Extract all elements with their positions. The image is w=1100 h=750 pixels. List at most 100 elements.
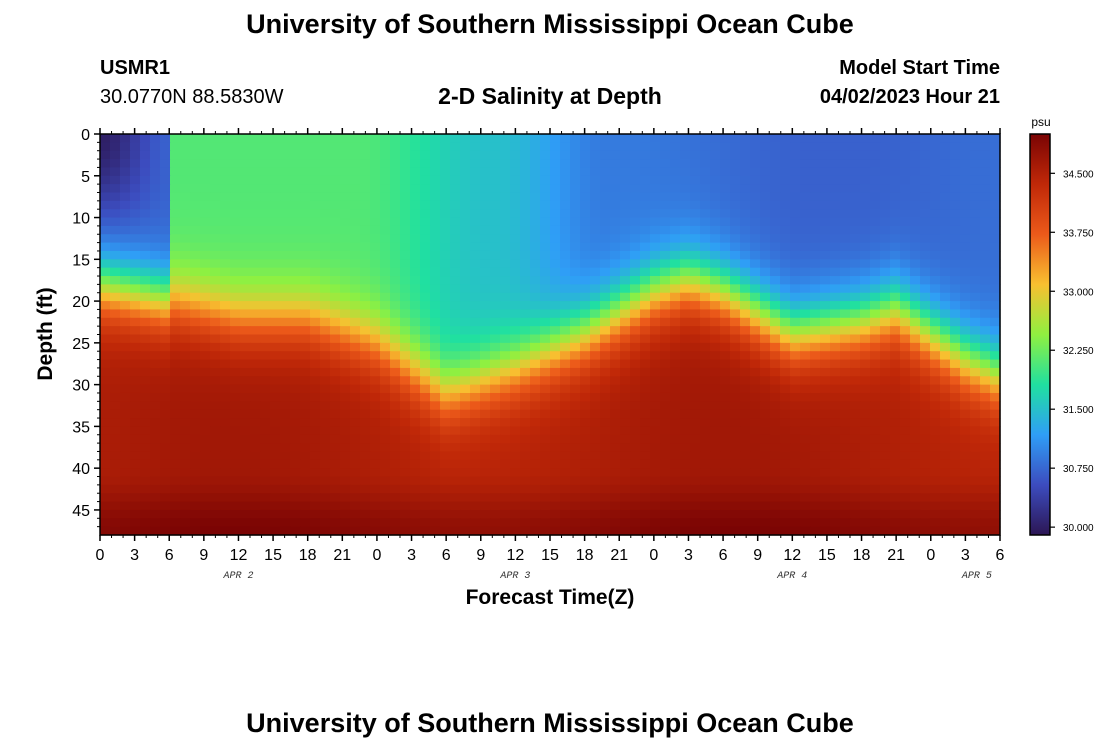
heatmap-cell	[860, 334, 871, 344]
heatmap-cell	[170, 443, 181, 453]
heatmap-cell	[780, 150, 791, 160]
heatmap-cell	[470, 150, 481, 160]
heatmap-cell	[360, 392, 371, 402]
heatmap-cell	[880, 309, 891, 319]
heatmap-cell	[730, 476, 741, 486]
heatmap-cell	[120, 392, 131, 402]
heatmap-cell	[830, 292, 841, 302]
heatmap-cell	[100, 225, 111, 235]
heatmap-cell	[390, 142, 401, 152]
heatmap-cell	[910, 276, 921, 285]
heatmap-cell	[810, 459, 821, 469]
heatmap-cell	[220, 334, 231, 344]
heatmap-cell	[520, 301, 531, 311]
heatmap-cell	[780, 167, 791, 177]
heatmap-cell	[270, 209, 281, 219]
heatmap-cell	[200, 459, 211, 469]
heatmap-cell	[540, 159, 551, 169]
heatmap-cell	[270, 309, 281, 319]
heatmap-cell	[790, 159, 801, 169]
heatmap-cell	[480, 426, 491, 436]
heatmap-cell	[870, 392, 881, 402]
heatmap-cell	[320, 359, 331, 369]
heatmap-cell	[250, 175, 261, 185]
heatmap-cell	[900, 142, 911, 152]
heatmap-cell	[430, 526, 441, 536]
heatmap-cell	[840, 301, 851, 311]
heatmap-cell	[430, 142, 441, 152]
heatmap-cell	[480, 443, 491, 453]
heatmap-cell	[720, 192, 731, 202]
heatmap-cell	[950, 426, 961, 436]
heatmap-cell	[750, 317, 761, 327]
heatmap-cell	[480, 526, 491, 536]
heatmap-cell	[190, 242, 201, 252]
heatmap-cell	[410, 317, 421, 327]
heatmap-cell	[750, 476, 761, 486]
heatmap-cell	[960, 459, 971, 469]
heatmap-cell	[360, 134, 371, 143]
heatmap-cell	[710, 301, 721, 311]
heatmap-cell	[370, 326, 381, 336]
heatmap-cell	[290, 292, 301, 302]
heatmap-cell	[390, 276, 401, 285]
heatmap-cell	[890, 250, 901, 260]
heatmap-cell	[490, 200, 501, 210]
heatmap-cell	[170, 476, 181, 486]
heatmap-cell	[280, 301, 291, 311]
heatmap-cell	[200, 326, 211, 336]
heatmap-cell	[500, 384, 511, 394]
heatmap-cell	[190, 376, 201, 386]
heatmap-cell	[510, 142, 521, 152]
heatmap-cell	[850, 134, 861, 143]
heatmap-cell	[880, 209, 891, 219]
heatmap-cell	[370, 209, 381, 219]
heatmap-cell	[840, 150, 851, 160]
heatmap-cell	[770, 134, 781, 143]
heatmap-cell	[340, 267, 351, 277]
heatmap-cell	[490, 443, 501, 453]
heatmap-cell	[190, 284, 201, 294]
heatmap-cell	[160, 309, 171, 319]
heatmap-cell	[390, 134, 401, 143]
heatmap-cell	[300, 509, 311, 519]
heatmap-cell	[740, 317, 751, 327]
heatmap-cell	[800, 192, 811, 202]
heatmap-cell	[670, 250, 681, 260]
heatmap-cell	[530, 192, 541, 202]
heatmap-cell	[600, 418, 611, 427]
heatmap-cell	[980, 276, 991, 285]
heatmap-cell	[980, 242, 991, 252]
heatmap-cell	[190, 334, 201, 344]
heatmap-cell	[480, 334, 491, 344]
heatmap-cell	[900, 175, 911, 185]
heatmap-cell	[810, 309, 821, 319]
heatmap-cell	[110, 292, 121, 302]
heatmap-cell	[440, 142, 451, 152]
heatmap-cell	[230, 409, 241, 419]
heatmap-cell	[370, 192, 381, 202]
heatmap-cell	[870, 451, 881, 461]
heatmap-cell	[940, 392, 951, 402]
heatmap-cell	[780, 476, 791, 486]
heatmap-cell	[500, 267, 511, 277]
heatmap-cell	[410, 367, 421, 377]
heatmap-cell	[270, 476, 281, 486]
heatmap-cell	[270, 150, 281, 160]
heatmap-cell	[630, 301, 641, 311]
heatmap-cell	[680, 342, 691, 352]
heatmap-cell	[400, 134, 411, 143]
heatmap-cell	[370, 526, 381, 536]
heatmap-cell	[960, 134, 971, 143]
heatmap-cell	[360, 334, 371, 344]
heatmap-cell	[530, 426, 541, 436]
heatmap-cell	[490, 134, 501, 143]
heatmap-cell	[590, 267, 601, 277]
heatmap-cell	[850, 276, 861, 285]
heatmap-cell	[810, 301, 821, 311]
heatmap-cell	[260, 250, 271, 260]
heatmap-cell	[240, 476, 251, 486]
heatmap-cell	[540, 225, 551, 235]
heatmap-cell	[270, 334, 281, 344]
heatmap-cell	[170, 159, 181, 169]
